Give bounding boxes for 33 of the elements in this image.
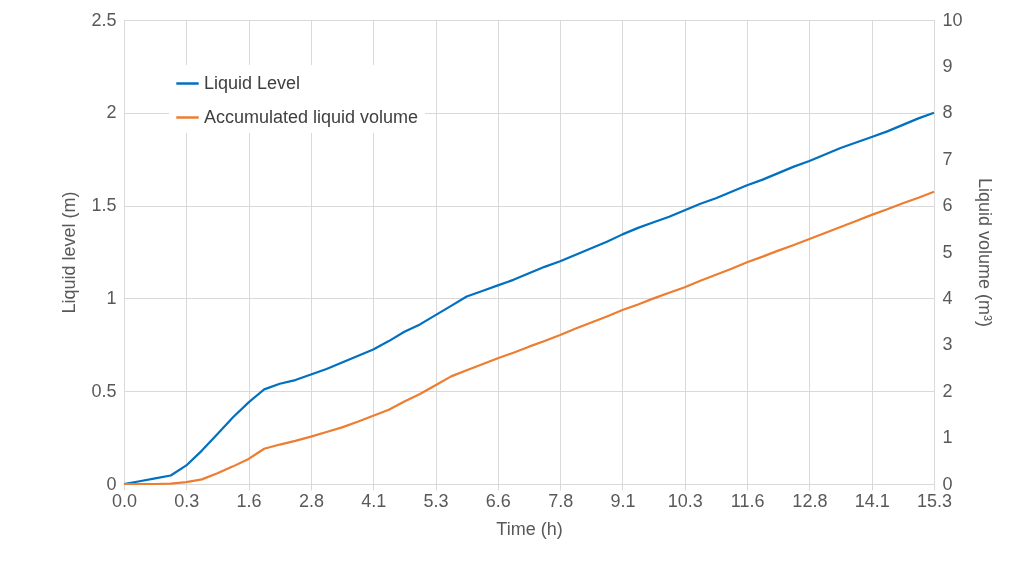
y2-tick-label: 2 [942,380,953,401]
y2-tick-label: 3 [942,334,953,355]
x-tick-label: 10.3 [667,490,703,511]
x-tick-label: 2.8 [298,490,324,511]
x-tick-label: 7.8 [548,490,574,511]
x-tick-label: 9.1 [610,490,636,511]
x-tick-label: 14.1 [854,490,890,511]
y2-tick-label: 1 [942,427,953,448]
x-tick-label: 5.3 [423,490,449,511]
y2-tick-label: 4 [942,287,953,308]
y2-tick-label: 9 [942,55,953,76]
y-tick-label: 1 [106,287,117,308]
x-tick-label: 0.3 [174,490,200,511]
x-tick-label: 1.6 [236,490,262,511]
y2-axis-title: Liquid volume (m³) [974,177,995,328]
y2-tick-label: 8 [942,102,953,123]
legend-label: Accumulated liquid volume [204,106,419,127]
x-tick-label: 4.1 [361,490,387,511]
y-tick-label: 0.5 [91,380,117,401]
y-tick-label: 1.5 [91,195,117,216]
y-tick-label: 2 [106,102,117,123]
y-axis-title: Liquid level (m) [59,191,80,314]
line-series [122,190,936,486]
x-axis-title: Time (h) [496,518,563,539]
y-tick-label: 2.5 [91,9,117,30]
y2-tick-label: 5 [942,241,953,262]
y2-tick-label: 10 [942,9,963,30]
x-tick-label: 6.6 [485,490,511,511]
y2-tick-label: 6 [942,195,953,216]
legend-label: Liquid Level [204,72,301,93]
y2-tick-label: 7 [942,148,953,169]
x-tick-label: 11.6 [730,490,765,511]
x-tick-label: 12.8 [792,490,828,511]
